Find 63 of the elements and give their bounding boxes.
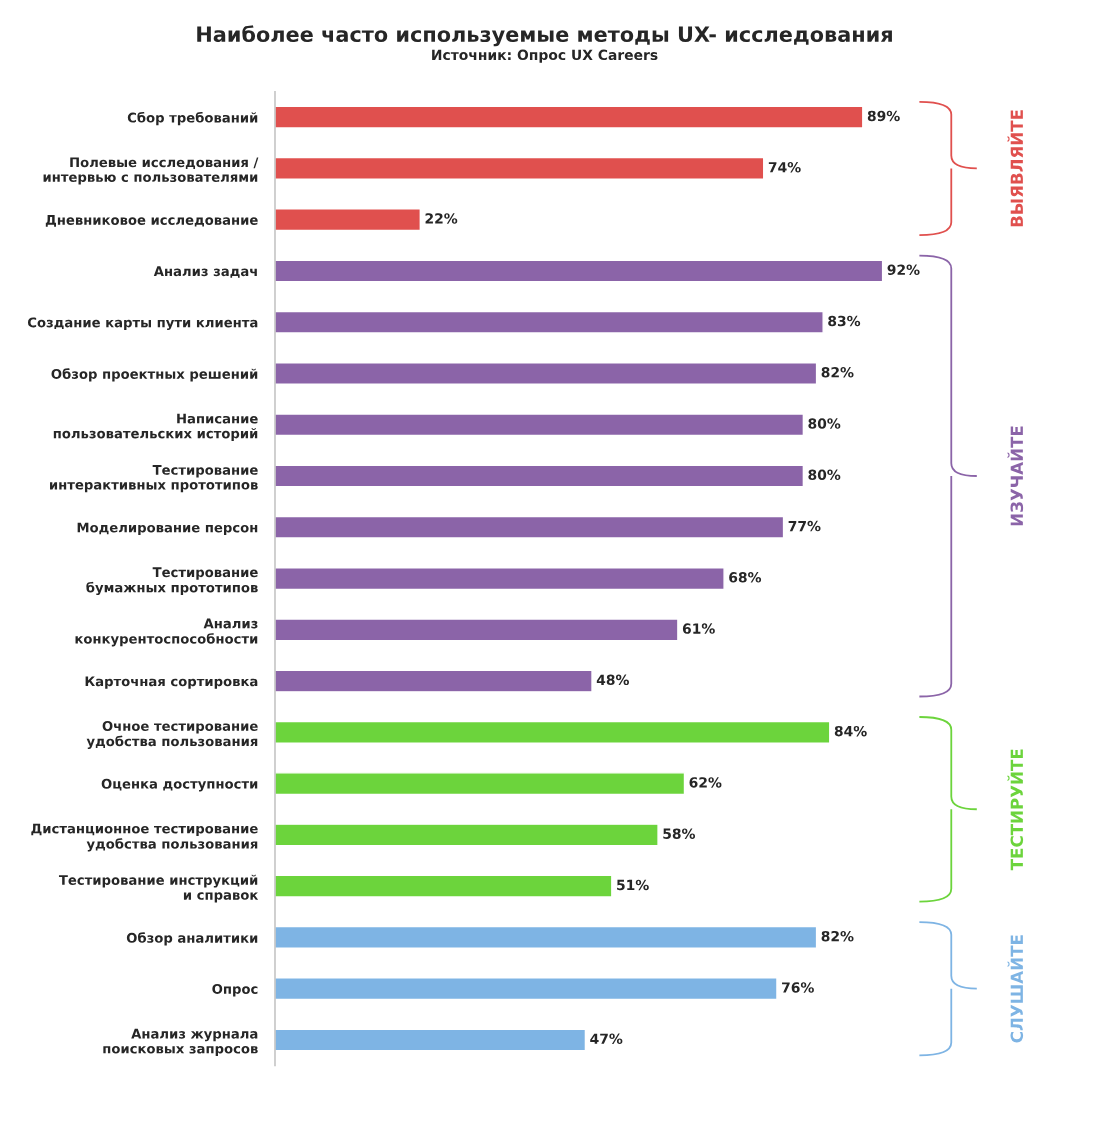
data-label: 51% <box>617 879 649 891</box>
y-tick-label: Тестирование инструкций и справок <box>58 874 259 903</box>
data-label: 61% <box>682 623 715 634</box>
bar <box>275 567 725 591</box>
bar <box>275 362 818 385</box>
bar <box>275 669 593 693</box>
data-label: 80% <box>808 418 841 429</box>
y-tick-label: Моделирование персон <box>77 522 258 536</box>
y-tick-label: Анализ журнала поисковых запросов <box>103 1028 258 1057</box>
bar <box>275 310 824 334</box>
y-tick-label: Тестирование бумажных прототипов <box>86 567 258 596</box>
data-label: 22% <box>425 213 458 224</box>
y-tick-label: Оценка доступности <box>101 778 258 792</box>
data-label: 58% <box>663 828 696 839</box>
bar <box>275 464 805 488</box>
data-label: 62% <box>689 777 722 788</box>
data-label: 74% <box>768 161 801 173</box>
data-label: 76% <box>782 982 814 993</box>
y-tick-label: Анализ задач <box>153 266 257 278</box>
data-label: 84% <box>834 725 867 737</box>
y-tick-label: Анализ конкурентоспособности <box>75 618 258 647</box>
y-tick-label: Тестирование интерактивных прототипов <box>50 465 258 493</box>
text: ТЕСТИРУЙТЕ <box>1007 749 1024 871</box>
bar <box>275 874 613 898</box>
data-label: 48% <box>596 674 629 686</box>
bar <box>275 105 864 129</box>
data-label: 77% <box>788 520 821 532</box>
y-tick-label: Карточная сортировка <box>85 676 258 689</box>
data-label: 89% <box>867 110 900 122</box>
y-tick-label: Опрос <box>212 983 258 997</box>
data-label: 47% <box>590 1033 623 1044</box>
data-label: 82% <box>821 930 854 942</box>
text: ВЫЯВЛЯЙТЕ <box>1007 110 1023 227</box>
bar <box>275 823 659 847</box>
y-tick-label: Обзор аналитики <box>126 932 258 946</box>
data-label: 82% <box>821 367 854 378</box>
y-tick-label: Полевые исследования / интервью с пользователями <box>43 157 259 185</box>
bar <box>275 1028 587 1052</box>
chart-subtitle: Источник: Опрос UX Careers <box>432 49 658 63</box>
bar <box>275 925 818 949</box>
data-label: 80% <box>808 469 841 481</box>
bar <box>275 977 778 1001</box>
data-label: 92% <box>887 264 920 275</box>
bar <box>275 208 421 232</box>
y-tick-label: Очное тестирование удобства пользования <box>86 720 258 749</box>
bar <box>275 515 785 539</box>
y-tick-label: Обзор проектных решений <box>51 368 258 382</box>
data-label: 68% <box>729 572 762 583</box>
bar <box>275 720 831 744</box>
data-label: 83% <box>828 315 861 327</box>
bar <box>275 413 805 437</box>
bar <box>275 618 679 642</box>
text: ИЗУЧАЙТЕ <box>1007 426 1024 526</box>
y-tick-label: Дистанционное тестирование удобства пользования <box>31 823 258 852</box>
chart-title: Наиболее часто используемые методы UX- исследования <box>197 25 892 47</box>
y-tick-label: Написание пользовательских историй <box>53 413 258 441</box>
y-tick-label: Дневниковое исследование <box>45 215 258 227</box>
y-tick-label: Создание карты пути клиента <box>27 317 258 331</box>
bar <box>275 772 686 796</box>
y-tick-label: Сбор требований <box>127 111 258 126</box>
bar <box>275 156 765 180</box>
text: СЛУШАЙТЕ <box>1007 935 1024 1043</box>
bar <box>275 259 884 283</box>
